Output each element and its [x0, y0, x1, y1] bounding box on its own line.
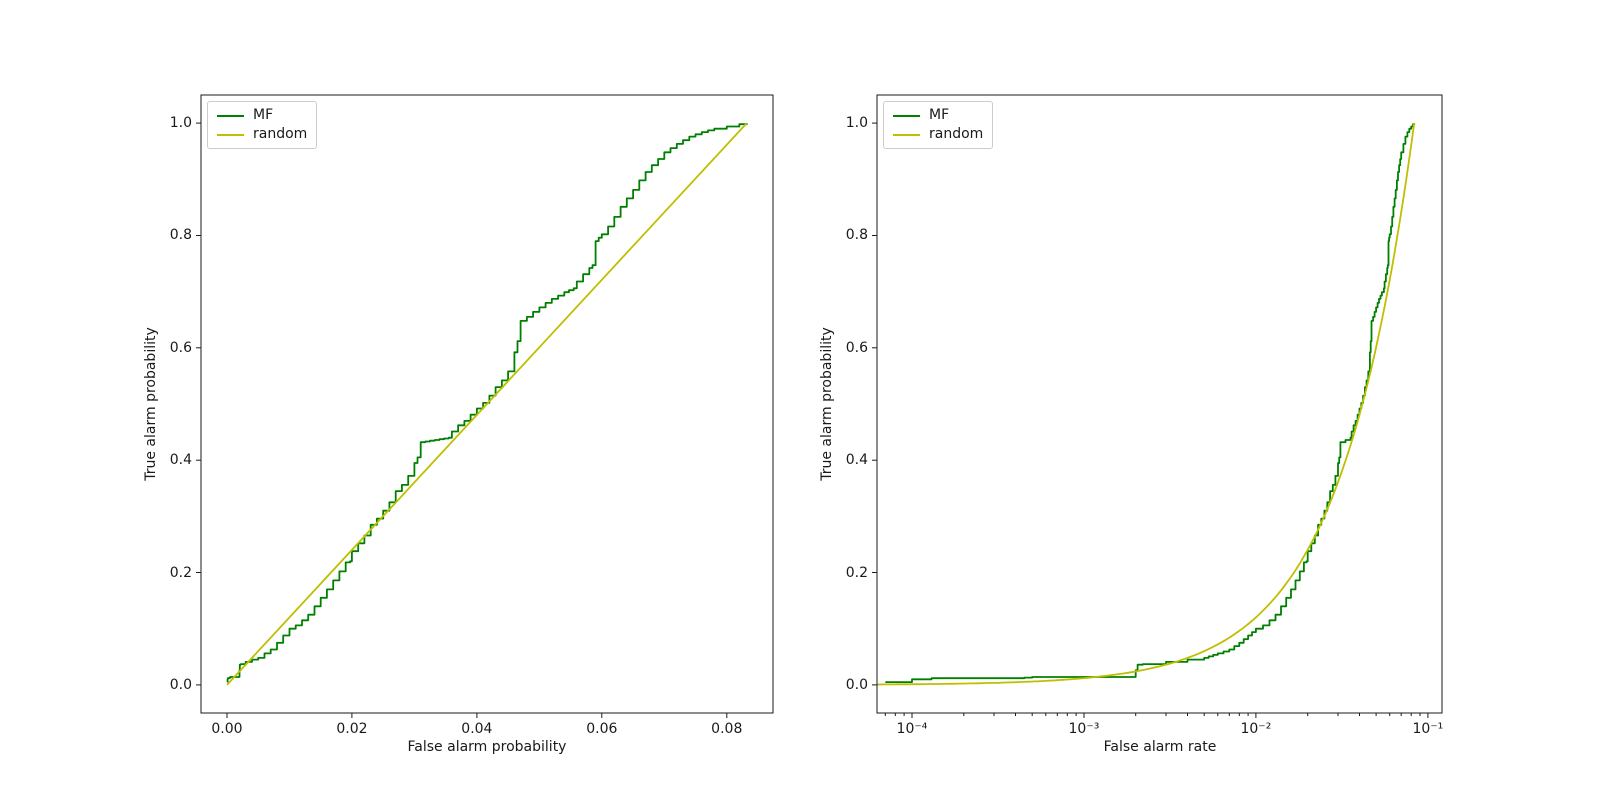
- mf-line-swatch: [893, 114, 920, 117]
- y-tick-label: 0.4: [169, 452, 192, 469]
- x-tick-label: 10⁻²: [1240, 721, 1272, 737]
- axes-frame-left: [200, 94, 774, 714]
- legend-item-random: random: [217, 125, 307, 144]
- right-xaxis-label: False alarm rate: [1103, 739, 1217, 755]
- left-xaxis-label: False alarm probability: [407, 739, 567, 755]
- tick-marks-right: [872, 122, 1429, 718]
- y-tick-label: 0.2: [845, 564, 868, 581]
- x-tick-label: 0.08: [711, 721, 743, 737]
- y-tick-label: 0.8: [169, 227, 192, 244]
- legend-item-random: random: [893, 125, 983, 144]
- y-tick-label: 0.6: [169, 339, 192, 356]
- legend-item-mf: MF: [893, 106, 983, 125]
- legend-label-mf: MF: [929, 107, 950, 123]
- y-tick-label: 0.2: [169, 564, 192, 581]
- legend-label-random: random: [929, 126, 984, 142]
- axes-frame-right: [876, 94, 1443, 714]
- legend-right: MF random: [883, 101, 994, 149]
- x-tick-label: 0.06: [586, 721, 618, 737]
- legend-item-mf: MF: [217, 106, 307, 125]
- x-tick-label: 0.02: [336, 721, 368, 737]
- tick-marks-left: [196, 122, 728, 718]
- right-yaxis-label: True alarm probability: [819, 327, 835, 481]
- mf-curve-left: [226, 123, 748, 683]
- y-tick-label: 0.8: [845, 227, 868, 244]
- y-tick-label: 0.0: [169, 676, 192, 693]
- legend-left: MF random: [207, 101, 318, 149]
- left-yaxis-label: True alarm probability: [143, 327, 159, 481]
- legend-label-mf: MF: [253, 107, 274, 123]
- x-tick-label: 10⁻³: [1068, 721, 1100, 737]
- legend-label-random: random: [253, 126, 308, 142]
- y-tick-label: 0.4: [845, 452, 868, 469]
- random-line-swatch: [893, 133, 920, 136]
- random-curve-right: [877, 122, 1416, 686]
- mf-line-swatch: [217, 114, 244, 117]
- y-tick-label: 0.0: [845, 676, 868, 693]
- x-tick-label: 0.00: [211, 721, 243, 737]
- y-tick-label: 0.6: [845, 339, 868, 356]
- mf-curve-right: [885, 123, 1416, 683]
- random-curve-left: [226, 122, 748, 686]
- random-line-swatch: [217, 133, 244, 136]
- y-tick-label: 1.0: [845, 115, 868, 132]
- x-tick-label: 10⁻⁴: [896, 721, 928, 737]
- x-tick-label: 0.04: [461, 721, 493, 737]
- y-tick-label: 1.0: [169, 115, 192, 132]
- x-tick-label: 10⁻¹: [1412, 721, 1444, 737]
